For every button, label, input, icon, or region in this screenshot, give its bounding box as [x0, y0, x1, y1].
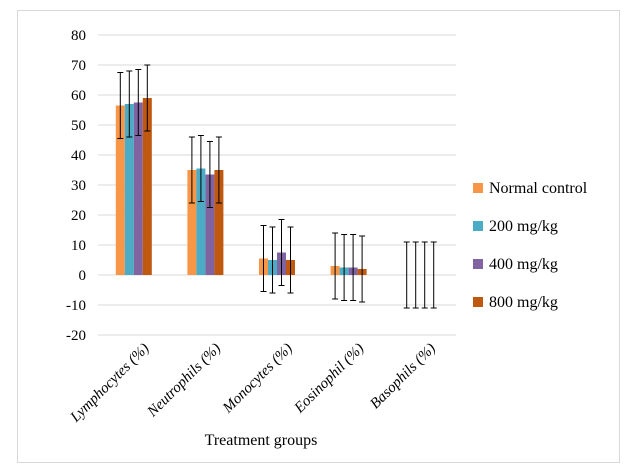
y-tick-label: 70 — [71, 58, 86, 74]
legend-swatch — [473, 183, 483, 193]
bar — [133, 102, 143, 275]
y-tick-label: 40 — [71, 148, 86, 164]
x-axis-categories: Lymphocytes (%)Neutrophils (%)Monocytes … — [67, 341, 439, 427]
legend-label: 800 mg/kg — [489, 294, 558, 311]
bar — [187, 170, 197, 275]
x-category-label: Lymphocytes (%) — [67, 341, 153, 427]
bar — [115, 105, 125, 275]
chart-frame: -20 -10 0 10 20 30 40 50 60 70 80 Lymphocytes (%) N… — [17, 10, 620, 463]
x-category-label: Monocytes (%) — [219, 341, 296, 418]
bar — [205, 174, 215, 275]
gridlines — [98, 34, 456, 336]
bar — [142, 98, 152, 275]
error-bars — [117, 64, 437, 309]
y-tick-label: 20 — [71, 208, 86, 224]
bar — [214, 170, 224, 275]
legend-swatch — [473, 221, 483, 231]
legend-swatch — [473, 259, 483, 269]
legend: Normal control 200 mg/kg 400 mg/kg 800 mg/k… — [473, 180, 588, 311]
legend-label: 200 mg/kg — [489, 218, 558, 235]
y-tick-label: 60 — [71, 88, 86, 104]
y-tick-label: -10 — [66, 298, 86, 314]
y-axis-ticks: -20 -10 0 10 20 30 40 50 60 70 80 — [66, 28, 86, 344]
legend-label: 400 mg/kg — [489, 256, 558, 273]
x-axis-title: Treatment groups — [205, 432, 318, 449]
legend-swatch — [473, 297, 483, 307]
y-tick-label: 50 — [71, 118, 86, 134]
legend-label: Normal control — [489, 180, 588, 197]
x-category-label: Basophils (%) — [367, 341, 439, 413]
y-tick-label: 80 — [71, 28, 86, 44]
bar — [196, 168, 206, 275]
x-category-label: Eosinophil (%) — [291, 341, 368, 418]
y-tick-label: 0 — [79, 268, 87, 284]
y-tick-label: 10 — [71, 238, 86, 254]
y-tick-label: 30 — [71, 178, 86, 194]
x-category-label: Neutrophils (%) — [144, 341, 224, 421]
y-tick-label: -20 — [66, 328, 86, 344]
bar — [124, 104, 134, 275]
